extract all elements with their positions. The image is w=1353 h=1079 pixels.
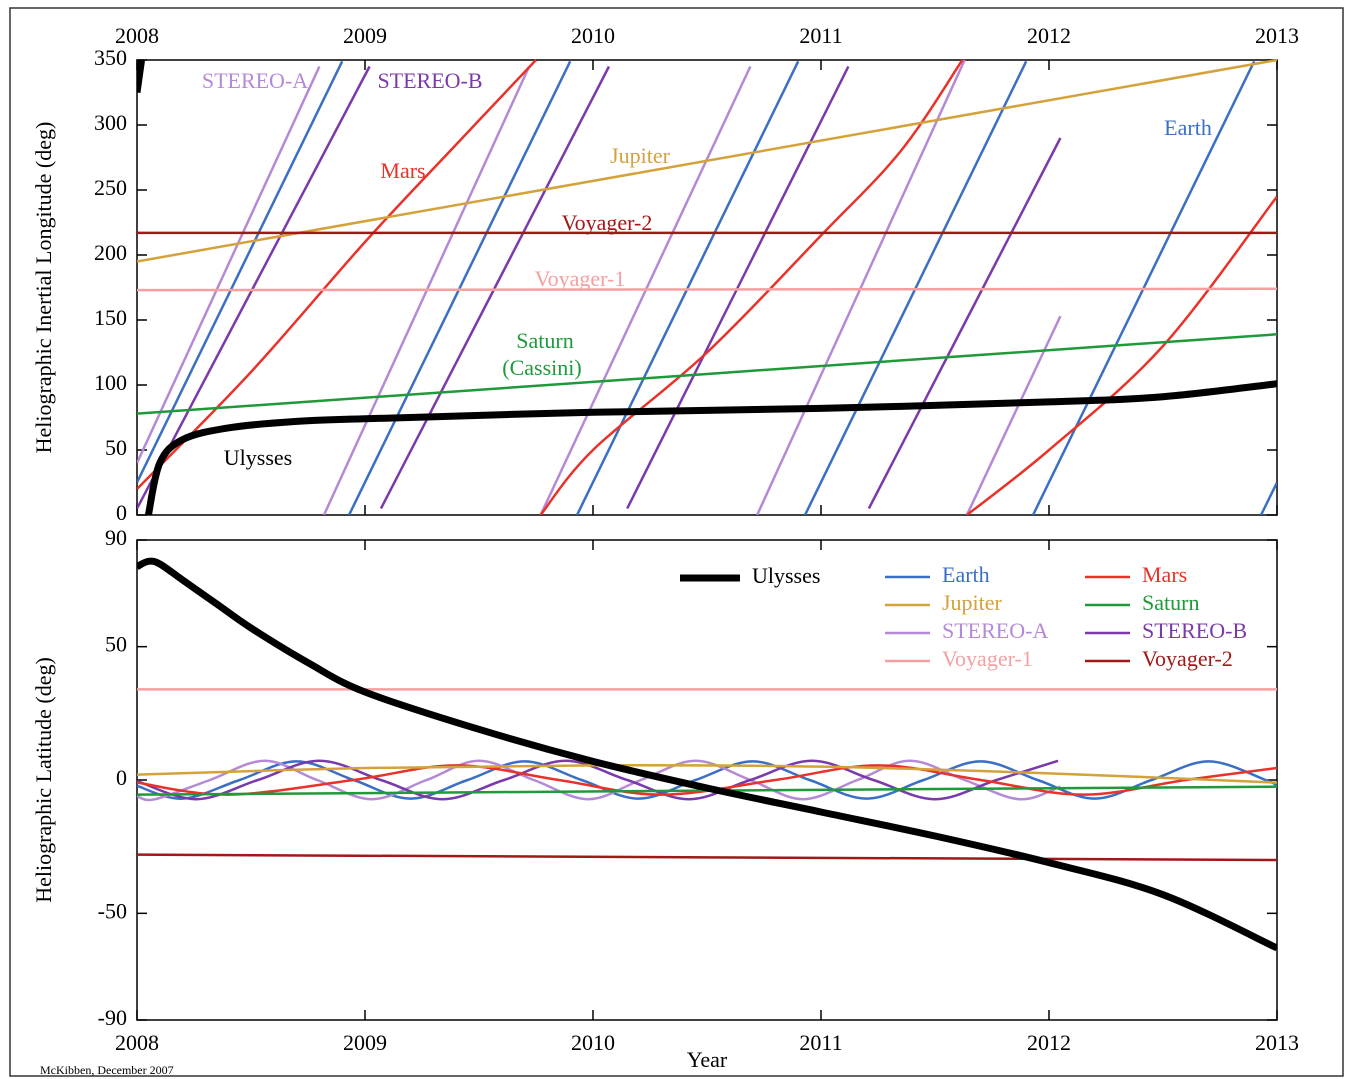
y-tick-label: 200	[94, 240, 127, 265]
series-label: Jupiter	[610, 143, 671, 168]
series-label: Ulysses	[224, 445, 292, 470]
y-tick-label: 50	[105, 435, 127, 460]
y-tick-label: 90	[105, 525, 127, 550]
series-line	[137, 764, 1277, 784]
x-axis-title: Year	[687, 1047, 728, 1072]
series-label: Saturn	[516, 328, 573, 353]
series-line	[137, 58, 1277, 263]
legend-label: Voyager-2	[1142, 646, 1233, 671]
y-tick-label: 150	[94, 305, 127, 330]
series-label: Voyager-2	[562, 210, 653, 235]
legend-label: Jupiter	[942, 590, 1003, 615]
x-tick-label: 2010	[571, 23, 615, 48]
series-label: STEREO-A	[202, 68, 308, 93]
legend-label: STEREO-A	[942, 618, 1048, 643]
series-line	[137, 65, 1062, 510]
series-line	[137, 59, 1277, 515]
x-tick-label: 2008	[115, 1030, 159, 1055]
x-tick-label: 2012	[1027, 1030, 1071, 1055]
x-tick-label: 2012	[1027, 23, 1071, 48]
x-tick-label: 2009	[343, 23, 387, 48]
x-tick-label: 2008	[115, 23, 159, 48]
legend-label: Mars	[1142, 562, 1187, 587]
series-line	[137, 287, 1277, 292]
legend-label: STEREO-B	[1142, 618, 1247, 643]
legend-label: Ulysses	[752, 563, 820, 588]
y-tick-label: 50	[105, 632, 127, 657]
credit: McKibben, December 2007	[40, 1063, 174, 1077]
legend-label: Saturn	[1142, 590, 1199, 615]
series-line	[137, 759, 1059, 801]
annotation: (Cassini)	[502, 355, 581, 380]
series-label: Earth	[1164, 115, 1212, 140]
y-tick-label: -50	[98, 898, 127, 923]
y-tick-label: 300	[94, 110, 127, 135]
y-tick-label: 0	[116, 500, 127, 525]
x-tick-label: 2013	[1255, 1030, 1299, 1055]
series-label: Mars	[380, 158, 425, 183]
y-tick-label: 0	[116, 765, 127, 790]
legend-label: Earth	[942, 562, 990, 587]
y-tick-label: 100	[94, 370, 127, 395]
x-tick-label: 2009	[343, 1030, 387, 1055]
series-line	[137, 333, 1277, 415]
y-axis-title: Heliographic Latitude (deg)	[31, 657, 56, 903]
series-label: Voyager-1	[535, 266, 626, 291]
series-line	[137, 557, 1277, 952]
y-tick-label: -90	[98, 1005, 127, 1030]
series-line	[137, 59, 1277, 515]
x-tick-label: 2013	[1255, 23, 1299, 48]
plot-frame	[136, 539, 1278, 1021]
plot-frame	[136, 59, 1278, 516]
x-tick-label: 2010	[571, 1030, 615, 1055]
y-axis-title: Heliographic Inertial Longitude (deg)	[31, 122, 56, 454]
y-tick-label: 250	[94, 175, 127, 200]
series-line	[137, 759, 1061, 802]
series-label: STEREO-B	[377, 68, 482, 93]
outer-border	[9, 7, 1344, 1077]
x-tick-label: 2011	[799, 1030, 842, 1055]
y-tick-label: 350	[94, 45, 127, 70]
legend-label: Voyager-1	[942, 646, 1033, 671]
x-tick-label: 2011	[799, 23, 842, 48]
series-line	[137, 853, 1277, 862]
